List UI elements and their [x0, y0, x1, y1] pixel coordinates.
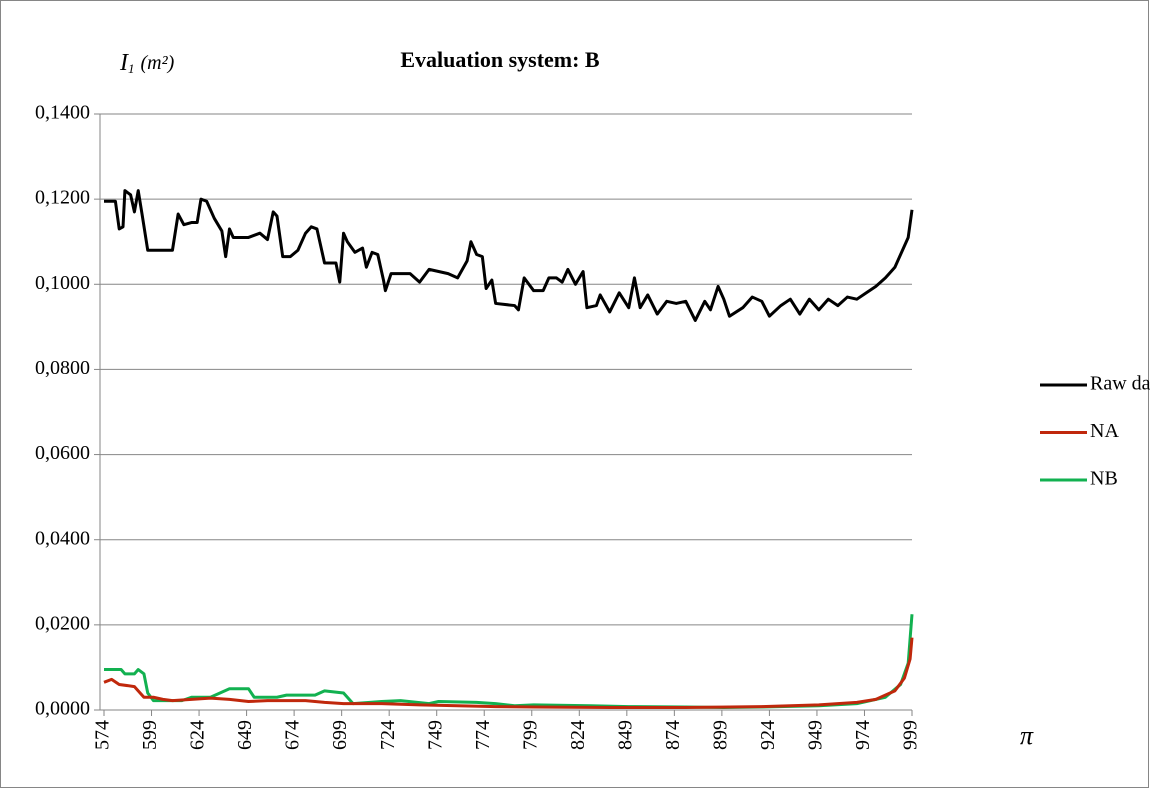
y-axis-label: I1 (m²) — [119, 50, 175, 76]
x-tick-label: 899 — [709, 720, 731, 750]
x-tick-label: 924 — [757, 720, 779, 750]
x-tick-label: 824 — [567, 720, 589, 750]
x-tick-label: 974 — [852, 720, 874, 750]
x-tick-label: 674 — [282, 720, 304, 750]
y-tick-label: 0,0600 — [35, 442, 90, 464]
legend-label: NB — [1090, 468, 1118, 490]
y-tick-label: 0,0800 — [35, 357, 90, 379]
x-tick-label: 774 — [472, 720, 494, 750]
x-tick-label: 949 — [805, 720, 827, 750]
y-tick-label: 0,1400 — [35, 102, 90, 124]
x-tick-label: 849 — [614, 720, 636, 750]
x-tick-label: 624 — [187, 720, 209, 750]
y-axis-unit: (m²) — [141, 52, 175, 74]
y-tick-label: 0,1000 — [35, 272, 90, 294]
series-line — [104, 189, 914, 322]
x-tick-label: 749 — [424, 720, 446, 750]
legend-label: NA — [1090, 420, 1119, 442]
y-axis-symbol: I — [119, 50, 129, 76]
x-tick-label: 799 — [519, 720, 541, 750]
x-tick-label: 574 — [92, 720, 114, 750]
x-axis-label: π — [1020, 721, 1034, 750]
y-tick-label: 0,0000 — [35, 698, 90, 720]
x-tick-label: 999 — [900, 720, 922, 750]
chart-title: Evaluation system: B — [400, 47, 600, 72]
legend-label: Raw data — [1090, 373, 1150, 395]
x-tick-label: 599 — [139, 720, 161, 750]
x-tick-label: 724 — [377, 720, 399, 750]
series-line — [103, 637, 914, 709]
x-tick-label: 699 — [329, 720, 351, 750]
y-tick-label: 0,1200 — [35, 187, 90, 209]
y-tick-label: 0,0200 — [35, 612, 90, 634]
x-tick-label: 649 — [234, 720, 256, 750]
x-tick-label: 874 — [662, 720, 684, 750]
y-axis-subscript: 1 — [128, 61, 135, 76]
y-tick-label: 0,0400 — [35, 527, 90, 549]
